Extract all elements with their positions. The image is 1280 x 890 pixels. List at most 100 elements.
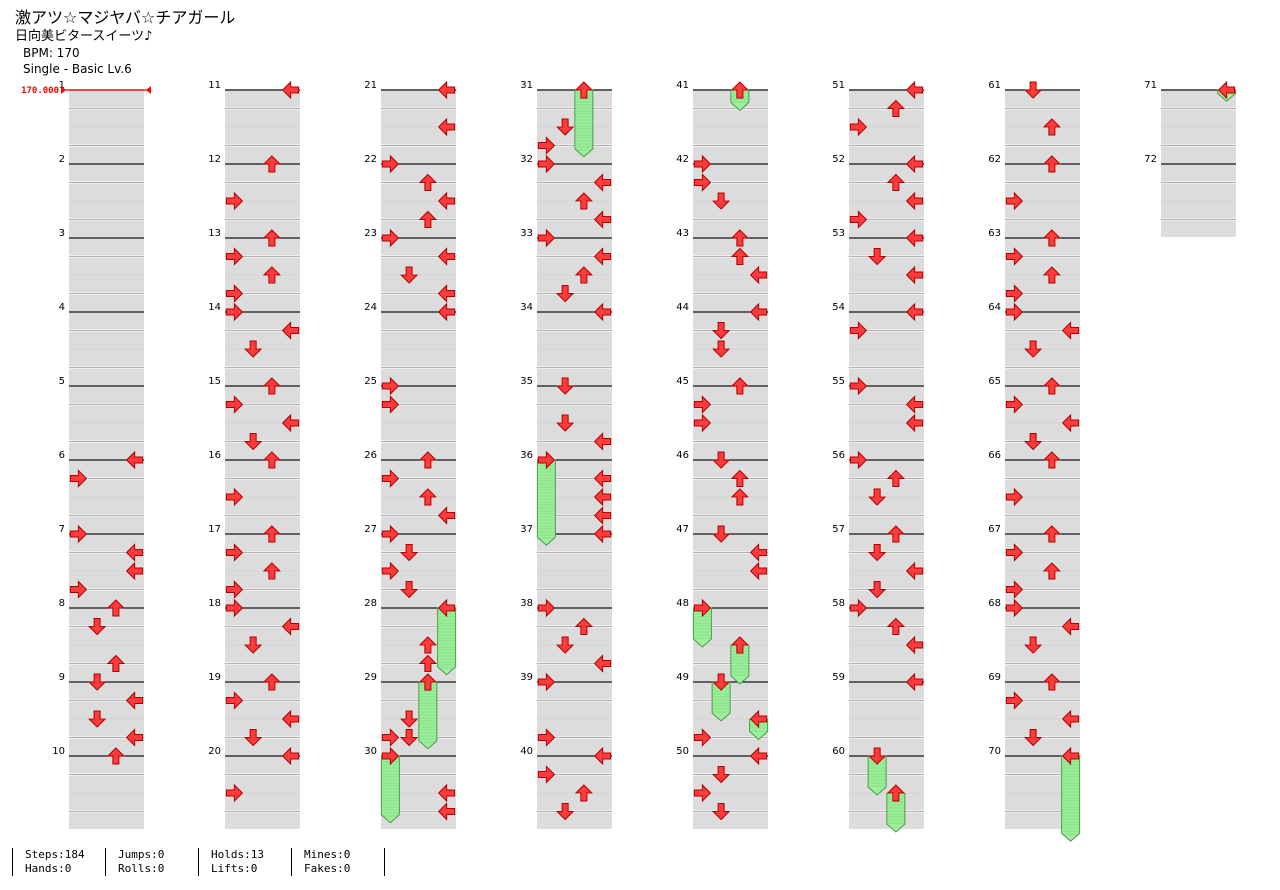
right-arrow-icon [905,561,924,581]
left-arrow-icon [225,302,244,322]
lane-band [69,590,144,607]
down-arrow-icon [711,322,731,340]
measure-number: 53 [832,228,845,239]
right-arrow-icon [593,487,612,507]
lane-band [1005,479,1080,496]
lane-band [69,424,144,441]
measure-number: 46 [676,450,689,461]
lane-band [225,220,300,237]
left-arrow-icon [693,395,712,414]
hold-body [418,681,438,750]
lane-band [225,479,300,496]
left-arrow-icon [1005,395,1024,414]
right-arrow-icon [1061,617,1080,636]
lane-band [225,664,300,681]
down-arrow-icon [555,285,575,303]
stat-divider [384,848,385,876]
lane-band [1005,91,1080,108]
up-arrow-icon [262,229,282,247]
lane-band [1005,387,1080,404]
lane-band [225,294,300,311]
right-arrow-icon [905,154,924,174]
lane-band [537,202,612,219]
lane-band [1005,590,1080,607]
left-arrow-icon [849,321,868,340]
lane-band [537,664,612,681]
lane-band [849,313,924,330]
right-arrow-icon [125,450,144,470]
lane-band [693,183,768,200]
measure-number: 27 [364,524,377,535]
lane-band [381,202,456,219]
measure-number: 14 [208,302,221,313]
left-arrow-icon [849,450,868,470]
lane-band [537,738,612,755]
right-arrow-icon [1061,709,1080,729]
measure-number: 40 [520,746,533,757]
lane-band [537,220,612,237]
measure-number: 48 [676,598,689,609]
measure: 58 [832,598,924,681]
lane-band [225,313,300,330]
lane-band [381,109,456,126]
lane-band [849,738,924,755]
right-arrow-icon [749,543,768,562]
lane-band [225,350,300,367]
lane-band [849,572,924,589]
measure-number: 24 [364,302,377,313]
lane-band [69,664,144,681]
lane-band [381,239,456,256]
left-arrow-icon [381,561,400,581]
lane-band [69,572,144,589]
lane-band [849,535,924,552]
lane-band [381,350,456,367]
lane-band [69,701,144,718]
measure: 65 [988,376,1080,459]
lane-band [69,553,144,570]
left-arrow-icon [1005,691,1024,710]
lane-band [225,405,300,422]
measure-number: 60 [832,746,845,757]
up-arrow-icon [418,210,438,228]
down-arrow-icon [711,192,731,210]
right-arrow-icon [437,802,456,821]
measure-number: 66 [988,450,1001,461]
lane-band [225,590,300,607]
measure-number: 63 [988,228,1001,239]
left-arrow-icon [225,691,244,710]
right-arrow-icon [437,284,456,303]
lane-band [693,294,768,311]
left-arrow-icon [225,598,244,618]
measure-number: 9 [59,672,65,683]
measure: 53 [832,228,924,311]
lane-band [69,128,144,145]
right-arrow-icon [437,302,456,322]
measure-number: 35 [520,376,533,387]
lane-band [225,701,300,718]
lane-band [1005,738,1080,755]
lane-band [1005,202,1080,219]
right-arrow-icon [905,265,924,285]
measure: 62 [988,154,1080,237]
lane-band [381,572,456,589]
measure-number: 72 [1144,154,1157,165]
measure: 17 [208,524,300,607]
right-arrow-icon [593,524,612,544]
down-arrow-icon [711,340,731,358]
lane-band [1005,461,1080,478]
measure: 47 [676,524,768,607]
lane-band [1005,609,1080,626]
measure: 16 [208,450,300,533]
lane-band [1005,572,1080,589]
lane-band [1005,627,1080,644]
lane-band [69,294,144,311]
lane-band [69,239,144,256]
lane-band [849,424,924,441]
down-arrow-icon [399,710,419,728]
lane-band [381,812,456,829]
lane-band [537,812,612,829]
measure: 56 [832,450,924,533]
lane-band [693,535,768,552]
measure: 22 [364,154,456,237]
